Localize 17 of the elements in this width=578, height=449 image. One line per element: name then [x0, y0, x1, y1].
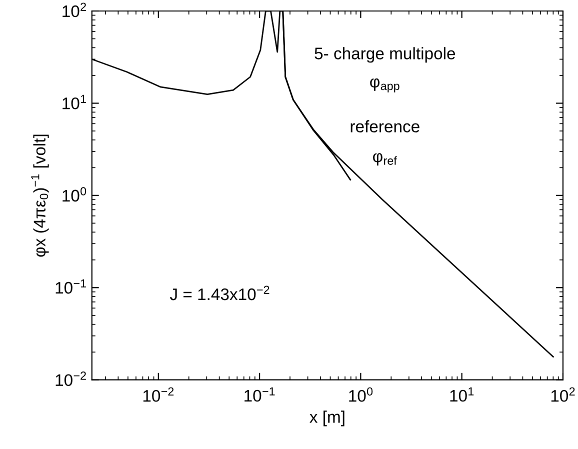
x-tick-label: 10$^{−1}$ — [244, 387, 275, 402]
x-tick-label: 10$^{2}$ — [551, 387, 575, 402]
y-tick-label: 10$^{0}$ — [62, 187, 86, 202]
annotation: J = 1.43x10$^{−2}$ — [170, 286, 270, 300]
y-tick-label: 10$^{1}$ — [62, 94, 86, 110]
annotation: 5- charge multipole — [314, 47, 456, 63]
y-axis-title: φx (4πε$_{0}$)$^{−1}$ [volt] — [31, 134, 49, 257]
annotation: φ$_{app}$ — [370, 78, 400, 92]
y-tick-label: 10$^{−2}$ — [56, 372, 86, 386]
annotation: reference — [350, 120, 420, 132]
x-tick-label: 10$^{1}$ — [450, 387, 474, 402]
y-tick-label: 10$^{−1}$ — [56, 279, 86, 294]
x-tick-label: 10$^{−2}$ — [143, 387, 174, 402]
x-tick-label: 10$^{0}$ — [349, 387, 373, 402]
y-tick-label: 10$^{2}$ — [62, 2, 86, 18]
x-axis-title: x [m] — [310, 410, 344, 426]
annotation: φ$_{ref}$ — [373, 153, 397, 166]
